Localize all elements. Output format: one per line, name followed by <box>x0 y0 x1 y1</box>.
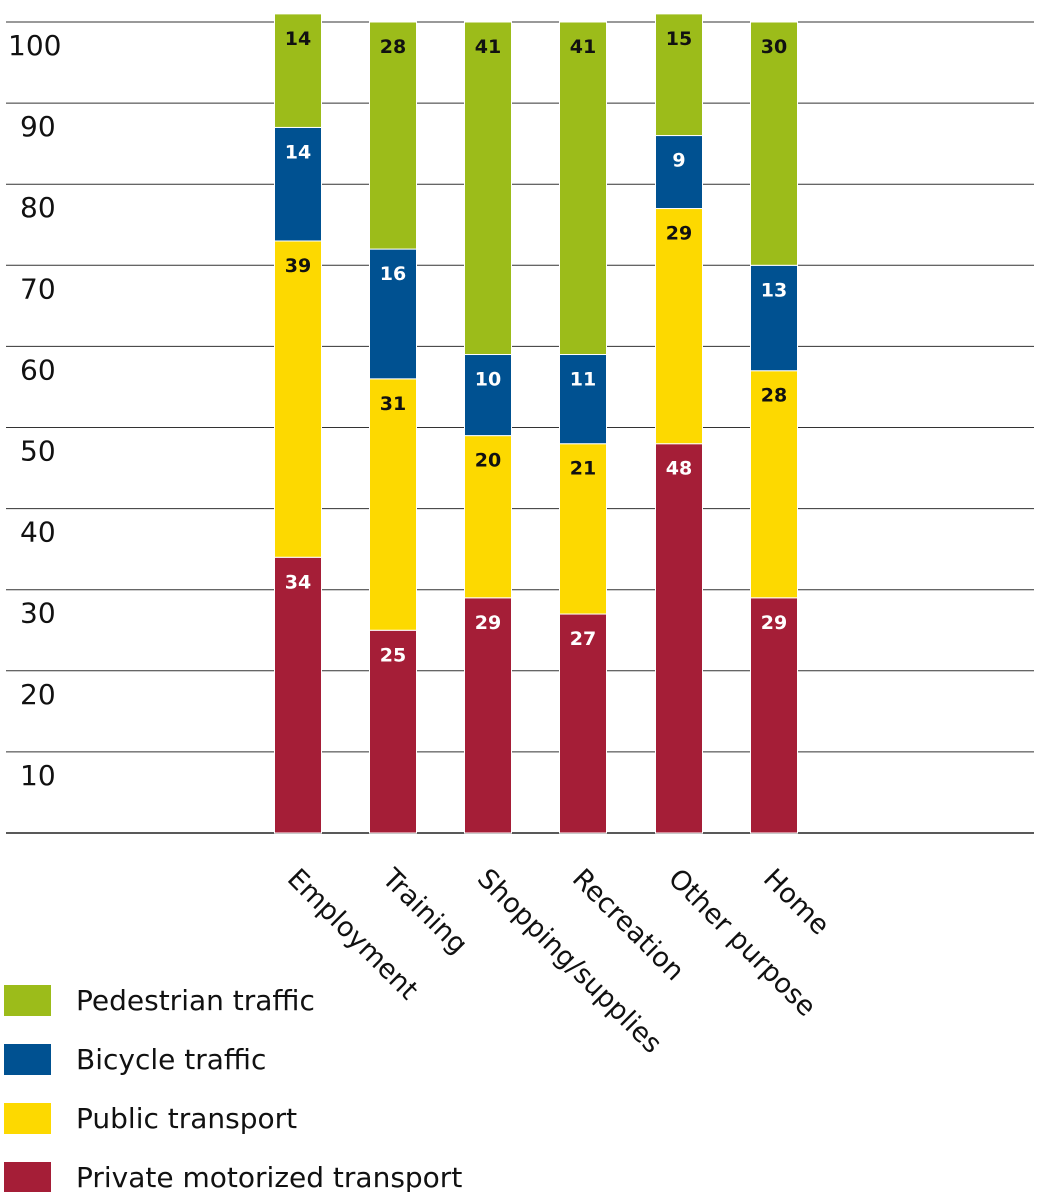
bar-other-purpose-bicycle-traffic <box>655 135 703 210</box>
data-label: 29 <box>666 223 692 245</box>
bar-shopping-supplies-bicycle-traffic <box>464 354 512 437</box>
data-label: 29 <box>475 612 501 634</box>
y-tick-label-40: 40 <box>20 516 56 549</box>
x-axis-categories: EmploymentTrainingShopping/suppliesRecre… <box>281 862 835 1059</box>
bars <box>274 13 798 834</box>
data-label: 48 <box>666 458 692 480</box>
y-tick-label-10: 10 <box>20 759 56 792</box>
data-label: 10 <box>475 369 501 391</box>
bar-recreation-pedestrian-traffic <box>559 21 607 356</box>
legend-swatch <box>4 1044 51 1075</box>
data-label: 16 <box>380 263 406 285</box>
bar-home-private-motorized-transport <box>750 597 798 834</box>
legend-label: Public transport <box>76 1102 297 1135</box>
legend-swatch <box>4 1103 51 1134</box>
data-labels: 34 39 14 14 25 31 16 28 29 20 10 41 27 21 11 41 48 29 9 15 2… <box>285 28 787 666</box>
data-label: 39 <box>285 255 311 277</box>
data-label: 9 <box>672 150 685 172</box>
data-label: 27 <box>570 628 596 650</box>
y-tick-label-90: 90 <box>20 110 56 143</box>
bar-other-purpose-private-motorized-transport <box>655 443 703 834</box>
gridlines <box>6 21 1034 834</box>
legend: Pedestrian traffic Bicycle traffic Public … <box>4 984 462 1192</box>
bar-employment-private-motorized-transport <box>274 556 322 834</box>
data-label: 30 <box>761 36 787 58</box>
data-label: 14 <box>285 28 311 50</box>
data-label: 31 <box>380 393 406 415</box>
category-label: Home <box>757 863 835 941</box>
data-label: 28 <box>380 36 406 58</box>
category-label: Training <box>375 862 473 960</box>
bar-training-public-transport <box>369 378 417 631</box>
data-label: 34 <box>285 571 311 593</box>
bar-training-bicycle-traffic <box>369 248 417 380</box>
data-label: 28 <box>761 385 787 407</box>
legend-label: Bicycle traffic <box>76 1043 266 1076</box>
bar-training-pedestrian-traffic <box>369 21 417 250</box>
y-axis-ticks: 10 20 30 40 50 60 70 80 90 100 <box>8 29 61 792</box>
y-tick-label-20: 20 <box>20 678 56 711</box>
bar-other-purpose-pedestrian-traffic <box>655 13 703 137</box>
bar-home-pedestrian-traffic <box>750 21 798 266</box>
bar-employment-bicycle-traffic <box>274 126 322 242</box>
bar-recreation-bicycle-traffic <box>559 354 607 445</box>
y-tick-label-70: 70 <box>20 272 56 305</box>
data-label: 11 <box>570 369 596 391</box>
bar-home-bicycle-traffic <box>750 264 798 372</box>
legend-swatch <box>4 1162 51 1192</box>
data-label: 20 <box>475 450 501 472</box>
category-label: Shopping/supplies <box>471 863 668 1060</box>
legend-label: Pedestrian traffic <box>76 984 315 1017</box>
bar-employment-public-transport <box>274 240 322 558</box>
data-label: 13 <box>761 279 787 301</box>
bar-other-purpose-public-transport <box>655 208 703 445</box>
bar-training-private-motorized-transport <box>369 629 417 834</box>
data-label: 25 <box>380 644 406 666</box>
bar-recreation-private-motorized-transport <box>559 613 607 834</box>
y-tick-label-60: 60 <box>20 353 56 386</box>
legend-swatch <box>4 985 51 1016</box>
data-label: 21 <box>570 458 596 480</box>
data-label: 14 <box>285 141 311 163</box>
y-tick-label-50: 50 <box>20 435 56 468</box>
y-tick-label-100: 100 <box>8 29 61 62</box>
y-tick-label-80: 80 <box>20 191 56 224</box>
data-label: 29 <box>761 612 787 634</box>
data-label: 41 <box>475 36 501 58</box>
bar-employment-pedestrian-traffic <box>274 13 322 128</box>
bar-shopping-supplies-pedestrian-traffic <box>464 21 512 356</box>
bar-recreation-public-transport <box>559 443 607 615</box>
legend-label: Private motorized transport <box>76 1161 462 1192</box>
data-label: 15 <box>666 28 692 50</box>
y-tick-label-30: 30 <box>20 597 56 630</box>
data-label: 41 <box>570 36 596 58</box>
